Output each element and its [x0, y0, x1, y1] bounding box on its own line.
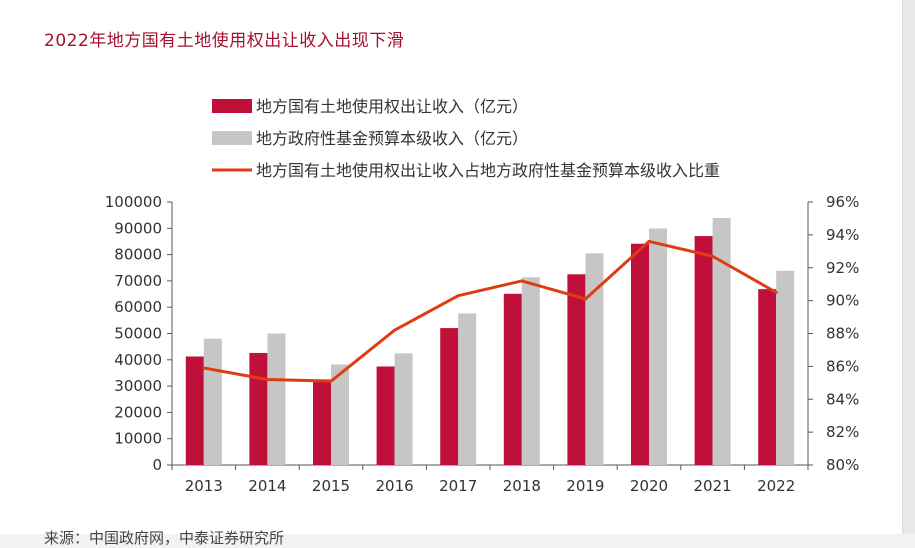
x-tick-label: 2019	[566, 477, 604, 495]
bar-1-2017	[440, 328, 459, 465]
y-left-tick-label: 0	[152, 456, 162, 474]
legend-label-1: 地方国有土地使用权出让收入（亿元）	[256, 97, 528, 116]
x-tick-label: 2021	[694, 477, 732, 495]
combo-chart: 地方国有土地使用权出让收入（亿元） 地方政府性基金预算本级收入（亿元） 地方国有土地…	[105, 97, 860, 495]
bar-2-2022	[776, 270, 795, 465]
legend-label-2: 地方政府性基金预算本级收入（亿元）	[256, 129, 528, 148]
axes: 0 10000 20000 30000 40000 50000 60000 70000 8000…	[105, 193, 860, 495]
bar-2-2021	[712, 217, 731, 465]
source-note: 来源：中国政府网，中泰证券研究所	[44, 529, 285, 547]
y-right-tick-label: 84%	[826, 390, 859, 408]
bar-1-2022	[758, 289, 777, 465]
x-tick-label: 2018	[503, 477, 541, 495]
x-tick-label: 2016	[376, 477, 414, 495]
y-left-tick-label: 50000	[114, 325, 162, 343]
bar-2-2020	[649, 228, 667, 465]
line-point-2022	[774, 290, 778, 294]
x-tick-label: 2022	[757, 477, 795, 495]
line-point-2017	[456, 294, 460, 298]
y-left-tick-label: 90000	[114, 219, 162, 237]
y-right-tick-label: 80%	[826, 456, 859, 474]
bar-1-2016	[376, 366, 395, 465]
y-right-tick-label: 86%	[826, 357, 859, 375]
bar-1-2020	[631, 243, 649, 465]
y-right-tick-label: 82%	[826, 423, 859, 441]
bar-1-2018	[503, 293, 522, 465]
bar-2-2019	[585, 253, 604, 465]
line-point-2016	[393, 328, 397, 332]
x-tick-label: 2014	[248, 477, 286, 495]
bar-1-2013	[185, 356, 204, 465]
line-point-2020	[647, 239, 651, 243]
legend-swatch-2	[212, 131, 252, 145]
y-left-tick-label: 20000	[114, 403, 162, 421]
y-right-tick-label: 94%	[826, 226, 859, 244]
y-left-tick-label: 10000	[114, 430, 162, 448]
y-right-tick-label: 88%	[826, 325, 859, 343]
y-right-tick-label: 92%	[826, 259, 859, 277]
bar-2-2016	[394, 353, 413, 465]
x-tick-label: 2017	[439, 477, 477, 495]
y-left-tick-label: 40000	[114, 351, 162, 369]
bar-2-2013	[203, 338, 222, 465]
scrollbar[interactable]	[902, 0, 915, 534]
x-tick-label: 2015	[312, 477, 350, 495]
y-left-tick-label: 70000	[114, 272, 162, 290]
ratio-line	[202, 239, 778, 383]
bar-1-2021	[694, 236, 713, 465]
bar-2-2017	[458, 313, 477, 465]
x-tick-label: 2020	[630, 477, 668, 495]
line-series-1	[203, 239, 777, 383]
bar-1-2014	[249, 352, 268, 465]
line-point-2014	[265, 378, 269, 382]
y-left-tick-label: 60000	[114, 298, 162, 316]
bar-2-2015	[331, 364, 349, 465]
line-point-2018	[520, 279, 524, 283]
line-point-2013	[202, 366, 206, 370]
chart-title: 2022年地方国有土地使用权出让收入出现下滑	[44, 31, 405, 51]
legend-swatch-1	[212, 99, 252, 113]
y-left-tick-label: 80000	[114, 246, 162, 264]
legend: 地方国有土地使用权出让收入（亿元） 地方政府性基金预算本级收入（亿元） 地方国有土地…	[212, 97, 720, 180]
y-left-tick-label: 30000	[114, 377, 162, 395]
bar-1-2015	[313, 379, 331, 465]
bar-2-2014	[267, 333, 286, 465]
line-point-2015	[329, 379, 333, 383]
y-right-tick-label: 96%	[826, 193, 859, 211]
legend-label-3: 地方国有土地使用权出让收入占地方政府性基金预算本级收入比重	[256, 161, 720, 180]
y-right-tick-label: 90%	[826, 292, 859, 310]
line-point-2019	[583, 297, 587, 301]
line-point-2021	[711, 254, 715, 258]
bar-1-2019	[567, 274, 586, 465]
x-tick-label: 2013	[185, 477, 223, 495]
bar-2-2018	[521, 277, 540, 465]
y-left-tick-label: 100000	[105, 193, 162, 211]
